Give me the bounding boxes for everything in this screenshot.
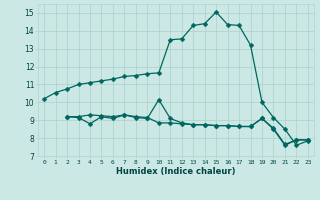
X-axis label: Humidex (Indice chaleur): Humidex (Indice chaleur) [116,167,236,176]
